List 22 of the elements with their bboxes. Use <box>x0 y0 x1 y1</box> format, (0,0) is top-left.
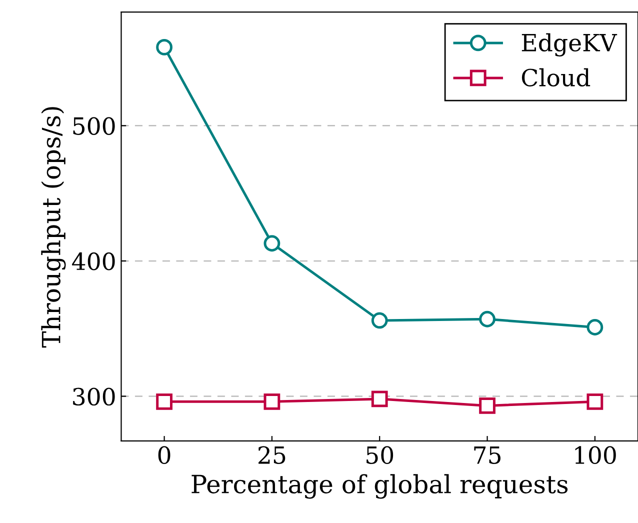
y-tick-label: 500 <box>73 117 115 135</box>
legend-label: Cloud <box>522 68 590 87</box>
point <box>479 310 496 328</box>
x-tick-label: 100 <box>575 446 616 464</box>
point <box>586 393 604 410</box>
point <box>371 390 388 408</box>
point <box>586 319 604 336</box>
point <box>264 393 280 410</box>
legend-label: EdgeKV <box>522 33 618 56</box>
x-tick-label: 75 <box>474 446 500 464</box>
point <box>479 398 496 414</box>
x-tick-label: 50 <box>366 446 394 464</box>
y-axis-title: Throughput (ops/s) <box>41 107 66 348</box>
point <box>156 393 172 410</box>
x-tick-label: 25 <box>258 446 286 464</box>
x-axis-title: Percentage of global requests <box>192 474 568 499</box>
x-tick-label: 0 <box>158 446 170 464</box>
point <box>264 235 280 252</box>
point <box>156 39 172 56</box>
point <box>371 312 388 329</box>
y-tick-label: 300 <box>73 388 115 406</box>
y-tick-label: 400 <box>72 252 115 270</box>
